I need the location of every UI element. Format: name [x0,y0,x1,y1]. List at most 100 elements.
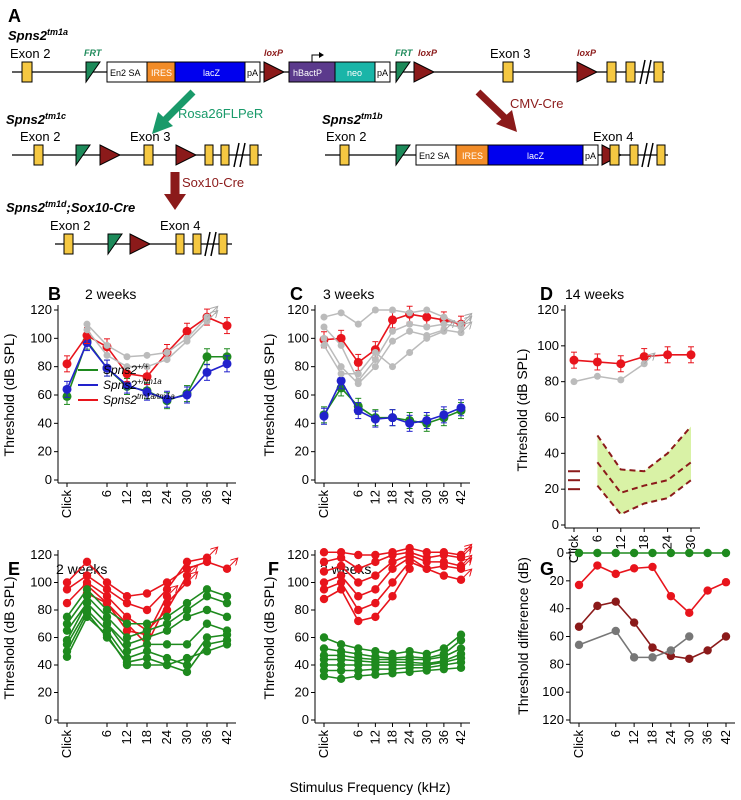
x-tick-label: 18 [645,730,660,744]
x-tick-label: 6 [99,490,114,497]
data-point [102,592,112,601]
tm1b-pa-box [582,144,599,166]
data-point [122,592,132,601]
panel-label-f: F [268,559,279,579]
data-point [182,557,192,567]
normal-range-line [596,425,692,473]
data-point [142,653,152,663]
tm1a-en2sa-label: En2 SA [110,68,141,78]
tm1b-exon4-box [609,144,620,166]
data-point [202,592,212,601]
tm1b-exon4-label: Exon 4 [593,129,633,144]
y-axis-label: Threshold difference (dB) [515,557,531,715]
data-point [163,349,171,356]
y-tick-label: 60 [550,629,564,644]
tm1d-frt-icon [107,233,123,256]
series-line [573,353,691,365]
data-point [319,578,329,587]
data-point [82,571,92,580]
tm1a-frt-1-icon [85,61,101,84]
data-point [629,618,639,627]
tm1d-exon-box [218,233,228,255]
data-point [319,567,329,576]
tm1a-loxp-2-label: loxP [418,48,438,58]
data-point [83,320,91,328]
tm1b-exon2-box [339,144,350,166]
normal-range-line [596,461,692,494]
tm1c-exon2-label: Exon 2 [20,129,60,144]
data-point [336,578,346,587]
tm1d-loxp-icon [129,233,152,255]
data-point [182,653,192,663]
data-point [102,605,112,615]
data-point [611,569,620,579]
data-point [182,598,192,608]
data-point [593,548,602,558]
y-tick-label: 100 [287,330,309,345]
y-tick-label: 60 [38,387,52,402]
tm1a-break-icon [639,59,646,85]
data-point [337,363,345,371]
data-point [440,320,448,328]
panel-e-chart: E 2 weeks 0 20 40 60 80 100 120 Click 6 12 18 24 30 36 4… [1,547,237,758]
flp-arrow-label: Rosa26FLPeR [178,106,263,121]
data-point [222,592,232,601]
y-tick-label: 60 [545,410,559,425]
data-point [354,564,363,573]
tm1a-pa1-label: pA [247,68,258,78]
data-point [182,640,192,649]
data-point [405,557,414,567]
data-point [354,592,363,601]
y-tick-label: 40 [295,415,309,430]
y-tick-label: 100 [30,575,52,590]
x-tick-label: 6 [99,730,114,737]
data-point [354,550,363,560]
tm1c-exon3-label: Exon 3 [130,129,170,144]
data-point [122,647,132,656]
tm1c-exon2-box [33,144,44,166]
tm1d-exon4-box [175,233,185,255]
y-tick-label: 120 [287,547,309,562]
x-tick-label: 12 [367,490,382,504]
y-tick-label: 20 [550,573,564,588]
data-point [82,612,92,622]
tm1b-title: Spns2tm1b [322,111,383,127]
data-point [102,619,112,628]
x-tick-label: Click [316,490,331,519]
tm1c-exon-box [204,144,214,166]
cmv-arrow-label: CMV-Cre [510,96,563,111]
data-point [439,664,449,674]
data-point [685,548,694,558]
no-response-arrow-icon [460,570,471,581]
y-tick-label: 60 [295,630,309,645]
data-point [629,653,639,662]
no-response-arrow-icon [206,311,217,322]
y-tick-label: 40 [38,657,52,672]
data-point [422,557,431,567]
data-point [142,619,152,628]
tm1b-lacz-label: lacZ [527,151,545,161]
x-tick-label: 36 [199,490,214,504]
y-tick-label: 100 [542,684,564,699]
y-axis-label: Threshold (dB SPL) [261,334,277,457]
sox10-arrowhead-icon [164,194,186,210]
data-point [320,313,328,321]
data-point [685,608,694,618]
data-point [617,376,625,384]
normal-range-band [597,426,691,515]
no-response-arrow-icon [186,573,197,583]
data-point [202,605,212,615]
data-point [62,598,72,608]
data-point [336,553,346,562]
data-point [320,323,328,331]
x-tick-label: 12 [626,730,641,744]
data-point [62,578,72,587]
data-point [319,557,329,567]
data-point [422,666,431,675]
data-point [406,327,414,335]
y-tick-label: 0 [45,712,52,727]
data-point [336,571,346,580]
data-point [456,663,466,672]
